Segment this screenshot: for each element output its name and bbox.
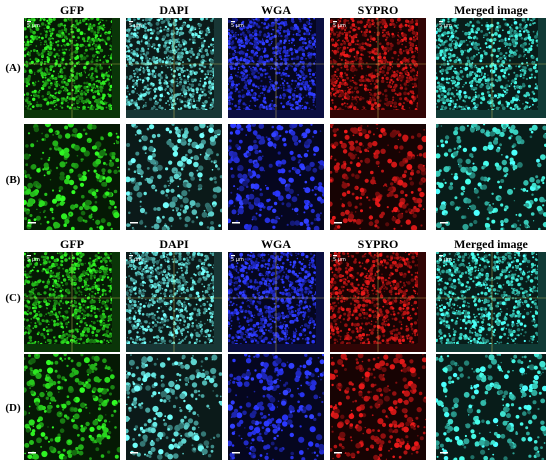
micrograph-dapi-c: 5 µm (126, 252, 222, 352)
micrograph-cells (126, 124, 222, 230)
micrograph-merged-d (436, 354, 546, 460)
micrograph-cells (330, 18, 426, 118)
micrograph-merged-a: 5 µm (436, 18, 546, 118)
scale-bar-label: 5 µm (129, 257, 142, 263)
scale-bar-label: 5 µm (129, 23, 142, 29)
micrograph-cells (228, 252, 324, 352)
micrograph-cells (24, 124, 120, 230)
micrograph-merged-b (436, 124, 546, 230)
micrograph-cells (126, 252, 222, 352)
micrograph-cells (24, 252, 120, 352)
micrograph-dapi-a: 5 µm (126, 18, 222, 118)
scale-bar-label: 5 µm (439, 257, 452, 263)
micrograph-merged-c: 5 µm (436, 252, 546, 352)
micrograph-dapi-b (126, 124, 222, 230)
micrograph-cells (228, 354, 324, 460)
micrograph-cells (126, 354, 222, 460)
row-label-b: (B) (5, 174, 21, 186)
micrograph-wga-d (228, 354, 324, 460)
column-title-sypro: SYPRO (357, 3, 399, 17)
row-label-c: (C) (5, 292, 21, 304)
scale-bar-label: 5 µm (231, 257, 244, 263)
column-title-merged: Merged image (454, 3, 528, 17)
scale-bar-label: 5 µm (27, 257, 40, 263)
column-title-gfp-2: GFP (60, 237, 84, 251)
micrograph-cells (330, 252, 426, 352)
micrograph-wga-a: 5 µm (228, 18, 324, 118)
micrograph-sypro-a: 5 µm (330, 18, 426, 118)
micrograph-cells (436, 252, 546, 352)
scale-bar-label: 5 µm (231, 23, 244, 29)
micrograph-gfp-d (24, 354, 120, 460)
micrograph-dapi-d (126, 354, 222, 460)
micrograph-cells (24, 18, 120, 118)
column-title-merged-2: Merged image (454, 237, 528, 251)
column-title-dapi-2: DAPI (159, 237, 189, 251)
micrograph-cells (228, 18, 324, 118)
micrograph-gfp-b (24, 124, 120, 230)
row-label-d: (D) (5, 402, 21, 414)
micrograph-sypro-b (330, 124, 426, 230)
micrograph-cells (126, 18, 222, 118)
scale-bar-label: 5 µm (333, 257, 346, 263)
column-title-wga-2: WGA (261, 237, 291, 251)
column-title-dapi: DAPI (159, 3, 189, 17)
micrograph-cells (436, 354, 546, 460)
scale-bar-label: 5 µm (27, 23, 40, 29)
micrograph-cells (24, 354, 120, 460)
scale-bar-label: 5 µm (439, 23, 452, 29)
micrograph-gfp-a: 5 µm (24, 18, 120, 118)
scale-bar-label: 5 µm (333, 23, 346, 29)
micrograph-cells (228, 124, 324, 230)
micrograph-sypro-c: 5 µm (330, 252, 426, 352)
micrograph-gfp-c: 5 µm (24, 252, 120, 352)
micrograph-cells (436, 124, 546, 230)
column-title-wga: WGA (261, 3, 291, 17)
micrograph-wga-c: 5 µm (228, 252, 324, 352)
micrograph-cells (330, 354, 426, 460)
row-label-a: (A) (5, 62, 21, 74)
micrograph-sypro-d (330, 354, 426, 460)
column-title-gfp: GFP (60, 3, 84, 17)
micrograph-wga-b (228, 124, 324, 230)
column-title-sypro-2: SYPRO (357, 237, 399, 251)
micrograph-cells (330, 124, 426, 230)
micrograph-cells (436, 18, 546, 118)
